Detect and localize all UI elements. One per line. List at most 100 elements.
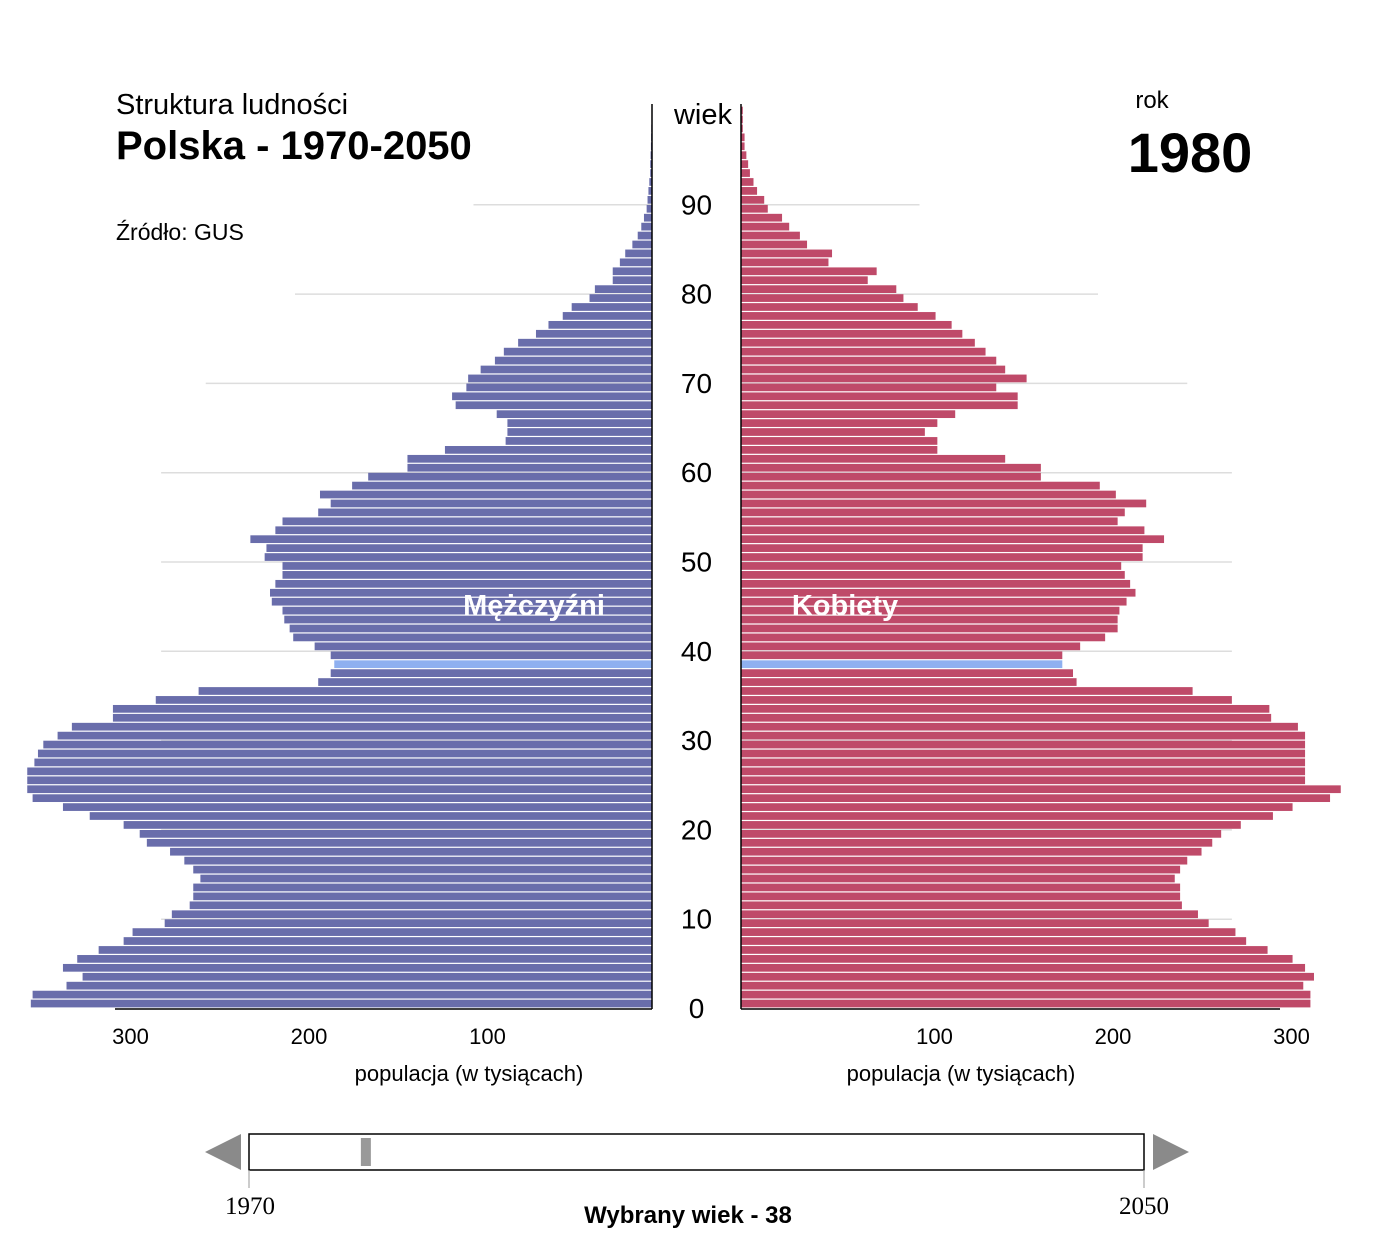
male-bar-age-73 [503, 347, 652, 356]
male-bar-age-19 [139, 830, 652, 838]
female-bar-age-60 [741, 463, 1041, 472]
female-x-tick-label: 200 [1095, 1024, 1132, 1049]
female-bar-age-87 [741, 222, 790, 231]
female-bar-age-49 [741, 562, 1122, 570]
female-bar-age-28 [741, 749, 1306, 758]
female-bar-age-55 [741, 508, 1125, 517]
male-bar-age-40 [314, 642, 652, 651]
male-bar-age-72 [494, 356, 652, 365]
female-x-tick-label: 300 [1273, 1024, 1310, 1049]
male-bar-age-77 [562, 312, 652, 320]
female-bar-age-16 [741, 856, 1188, 865]
female-bar-age-92 [741, 178, 754, 186]
female-bar-age-25 [741, 776, 1306, 785]
male-bar-age-52 [250, 535, 652, 544]
female-bar-age-33 [741, 704, 1270, 713]
female-bar-age-99 [741, 115, 743, 124]
female-bar-age-18 [741, 838, 1213, 847]
male-bar-age-7 [123, 937, 652, 945]
female-bar-age-57 [741, 490, 1116, 499]
male-bar-age-94 [650, 160, 652, 168]
age-tick-label: 80 [681, 279, 712, 310]
year-slider-track[interactable] [248, 1133, 1145, 1171]
male-x-tick-label: 300 [112, 1024, 149, 1049]
female-bar-age-15 [741, 865, 1181, 874]
male-x-axis-label: populacja (w tysiącach) [355, 1061, 584, 1086]
female-bar-age-50 [741, 553, 1143, 561]
female-bar-age-43 [741, 615, 1118, 624]
male-bar-age-65 [507, 419, 652, 427]
male-bar-age-27 [34, 758, 652, 767]
female-bar-age-39 [741, 651, 1063, 660]
female-bar-age-32 [741, 713, 1272, 722]
male-bar-age-62 [444, 446, 652, 454]
female-bar-age-71 [741, 365, 1006, 374]
female-bar-age-62 [741, 446, 938, 454]
female-bar-age-35 [741, 687, 1193, 695]
male-bar-age-24 [27, 785, 652, 794]
female-bar-age-21 [741, 812, 1273, 820]
year-value: 1980 [1128, 121, 1253, 184]
male-bar-age-42 [289, 624, 652, 633]
male-bar-age-89 [646, 204, 652, 213]
male-bar-age-32 [112, 713, 653, 722]
male-bar-age-88 [643, 213, 652, 222]
male-bar-age-20 [123, 821, 652, 829]
female-bar-age-30 [741, 731, 1306, 740]
female-bars [741, 106, 1341, 1008]
female-bar-age-3 [741, 972, 1314, 981]
male-bar-age-81 [612, 276, 652, 285]
male-bar-age-74 [518, 338, 652, 347]
male-bar-age-41 [293, 633, 652, 642]
male-bar-age-25 [27, 776, 652, 785]
male-bar-age-0 [30, 999, 652, 1008]
male-x-tick-label: 200 [291, 1024, 328, 1049]
female-bar-age-4 [741, 963, 1306, 972]
prev-year-arrow-icon[interactable] [205, 1134, 241, 1170]
female-bar-age-86 [741, 231, 800, 240]
male-bar-age-85 [632, 240, 652, 249]
male-bar-age-76 [548, 320, 652, 329]
age-tick-label: 30 [681, 725, 712, 756]
female-x-axis-label: populacja (w tysiącach) [847, 1061, 1076, 1086]
female-bar-age-7 [741, 937, 1247, 945]
female-bar-age-41 [741, 633, 1106, 642]
chart-subtitle: Struktura ludności [116, 89, 348, 121]
male-bar-age-91 [648, 187, 652, 195]
male-bar-age-83 [619, 258, 652, 267]
selected-age-caption: Wybrany wiek - 38 [584, 1202, 792, 1229]
female-bar-age-74 [741, 338, 975, 347]
female-bar-age-6 [741, 946, 1268, 954]
male-bar-age-17 [170, 847, 653, 856]
male-bar-age-1 [32, 990, 653, 999]
year-slider-handle[interactable] [360, 1138, 371, 1166]
slider-start-label: 1970 [225, 1193, 275, 1220]
female-bar-age-100 [741, 106, 743, 115]
male-bar-age-14 [200, 874, 652, 883]
female-bar-age-77 [741, 312, 936, 320]
male-bar-age-56 [330, 499, 652, 508]
male-bar-age-53 [275, 526, 652, 535]
male-bar-age-61 [407, 454, 652, 463]
gridlines [161, 204, 1232, 920]
male-bar-age-60 [407, 463, 652, 472]
age-tick-labels: 0 10 20 30 40 50 60 70 80 90 [681, 189, 712, 1024]
male-bar-age-67 [455, 401, 652, 410]
male-bar-age-11 [189, 901, 652, 910]
female-bar-age-78 [741, 303, 918, 311]
female-bar-age-68 [741, 392, 1018, 401]
male-bar-age-68 [452, 392, 652, 401]
female-bar-age-65 [741, 419, 938, 427]
male-bar-age-31 [71, 722, 652, 731]
next-year-arrow-icon[interactable] [1153, 1134, 1189, 1170]
female-bar-age-90 [741, 195, 765, 204]
male-bar-age-75 [535, 329, 652, 338]
male-bar-age-39 [330, 651, 652, 660]
male-bar-age-13 [193, 883, 652, 892]
female-bar-age-58 [741, 481, 1100, 490]
female-bar-age-1 [741, 990, 1311, 999]
male-bar-age-54 [282, 517, 652, 526]
male-bar-age-33 [112, 704, 653, 713]
female-bar-age-23 [741, 794, 1331, 803]
